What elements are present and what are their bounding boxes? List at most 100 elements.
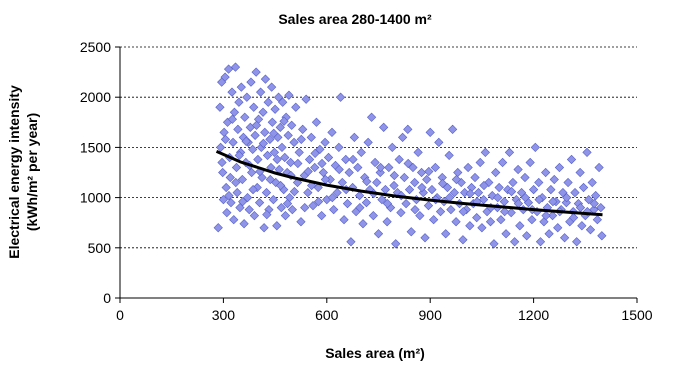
- data-point: [219, 127, 229, 137]
- data-point: [382, 217, 392, 227]
- data-point: [296, 217, 306, 227]
- data-point: [403, 124, 413, 134]
- data-point: [435, 207, 446, 217]
- data-point: [223, 64, 234, 74]
- data-point: [442, 182, 453, 193]
- data-point: [592, 215, 602, 225]
- data-point: [451, 174, 462, 185]
- trendline-group: [215, 150, 603, 217]
- data-point: [276, 203, 286, 213]
- data-point: [349, 132, 359, 142]
- data-point: [398, 132, 408, 142]
- data-point: [480, 147, 490, 158]
- data-point: [530, 142, 540, 153]
- data-point: [311, 117, 322, 127]
- data-point: [491, 167, 501, 178]
- data-point: [300, 203, 310, 213]
- data-point: [406, 227, 416, 237]
- data-point: [287, 120, 297, 130]
- data-point: [329, 205, 339, 215]
- data-point: [422, 174, 432, 185]
- data-point: [237, 174, 247, 185]
- data-point: [250, 130, 260, 140]
- data-point: [272, 154, 282, 165]
- axes: [119, 47, 637, 299]
- data-point: [423, 201, 434, 211]
- data-point: [493, 192, 503, 203]
- data-point: [377, 194, 387, 205]
- data-point: [508, 177, 518, 188]
- data-point: [229, 107, 240, 117]
- data-point: [252, 182, 262, 193]
- data-point: [375, 162, 386, 173]
- data-point: [342, 198, 353, 209]
- data-point: [222, 208, 232, 218]
- data-point: [251, 120, 262, 130]
- data-point: [354, 190, 365, 201]
- data-point: [233, 124, 243, 134]
- chart-title: Sales area 280-1400 m²: [278, 11, 432, 27]
- data-point: [497, 157, 508, 168]
- y-axis-label-line2: (kWh/m² per year): [24, 113, 40, 231]
- data-point: [463, 162, 473, 173]
- data-point: [570, 187, 580, 198]
- data-point: [368, 211, 378, 221]
- data-point: [504, 147, 515, 158]
- data-point: [294, 147, 304, 158]
- data-point: [520, 192, 530, 203]
- data-point: [404, 184, 415, 195]
- data-point: [372, 177, 382, 188]
- data-point: [534, 177, 544, 188]
- y-axis-label-line1: Electrical energy intensity: [6, 85, 22, 259]
- data-point: [410, 177, 420, 188]
- data-point: [539, 217, 549, 227]
- data-point: [253, 154, 263, 165]
- data-point: [220, 134, 231, 144]
- data-point: [362, 176, 372, 187]
- data-point: [273, 92, 284, 102]
- trendline: [215, 150, 603, 217]
- data-point: [525, 157, 535, 168]
- data-point: [279, 116, 289, 126]
- data-point: [229, 215, 239, 225]
- data-point: [477, 223, 487, 233]
- data-point: [568, 213, 579, 223]
- data-point: [317, 211, 327, 221]
- data-point: [239, 219, 249, 229]
- data-point: [234, 97, 244, 107]
- data-point: [577, 221, 587, 231]
- data-point: [261, 187, 272, 198]
- data-point: [317, 158, 327, 169]
- data-point: [389, 180, 399, 191]
- data-point: [344, 167, 354, 178]
- data-point: [318, 167, 328, 178]
- data-point: [247, 167, 257, 178]
- data-point: [366, 112, 377, 122]
- data-point: [248, 184, 258, 195]
- y-tick-label: 500: [88, 240, 112, 256]
- data-point: [310, 162, 320, 173]
- data-point: [218, 167, 228, 178]
- data-point: [562, 192, 572, 203]
- data-point: [303, 166, 313, 177]
- data-point: [394, 154, 404, 165]
- data-point: [315, 144, 325, 155]
- x-axis-label: Sales area (m²): [325, 345, 425, 361]
- data-point: [289, 186, 300, 197]
- data-point: [596, 203, 606, 213]
- data-point: [262, 150, 273, 161]
- data-point: [416, 167, 427, 178]
- data-point: [224, 190, 234, 201]
- data-point: [249, 211, 260, 221]
- data-point: [282, 198, 293, 209]
- data-point: [221, 182, 231, 193]
- data-point: [232, 187, 242, 198]
- data-point: [341, 154, 351, 165]
- data-point: [499, 196, 509, 207]
- data-point: [327, 127, 337, 137]
- data-point: [303, 187, 313, 198]
- data-point: [458, 207, 468, 217]
- data-point: [293, 158, 303, 169]
- data-point: [501, 229, 511, 239]
- data-point: [269, 147, 280, 158]
